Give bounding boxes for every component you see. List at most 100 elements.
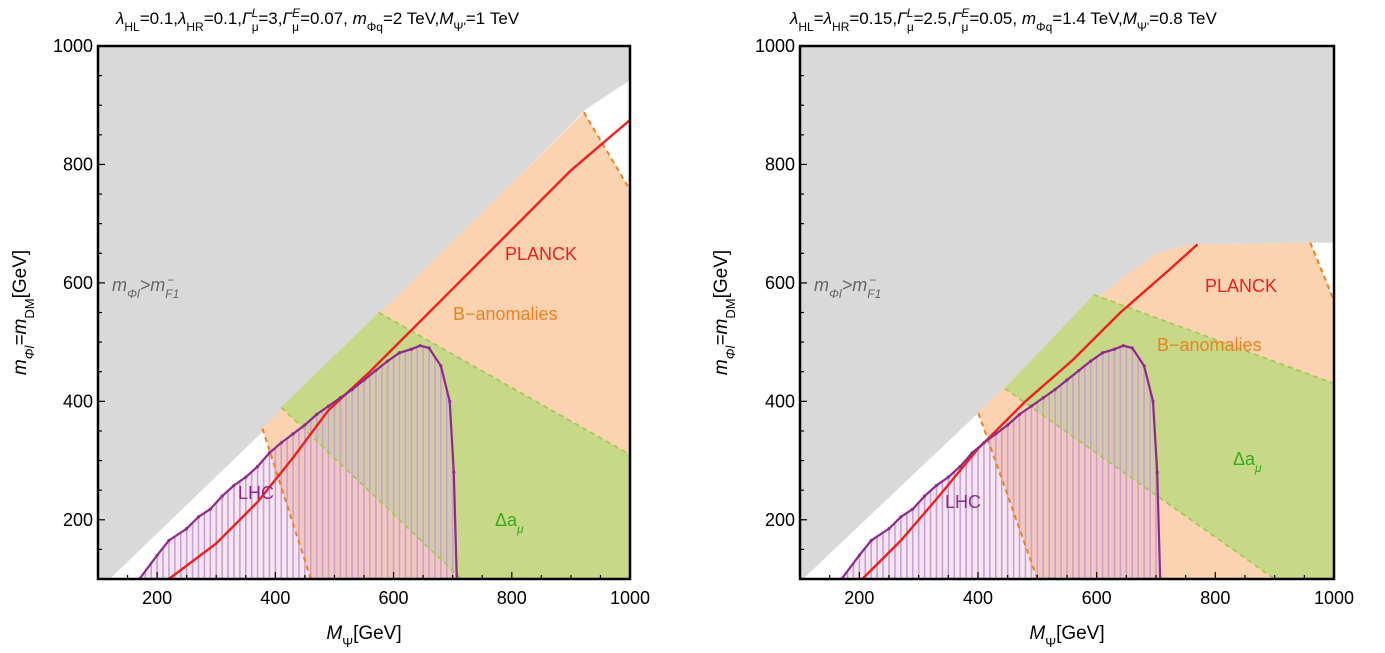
- lhc-point: [1065, 378, 1069, 382]
- lhc-point: [958, 464, 962, 469]
- y-tick-label: 200: [765, 510, 795, 530]
- lhc-point: [1142, 364, 1146, 368]
- damu-label: Δaμ: [1233, 449, 1262, 475]
- y-tick-label: 200: [63, 510, 93, 530]
- lhc-point: [326, 404, 331, 408]
- lhc-point: [1017, 412, 1022, 416]
- damu-upper-boundary: [378, 311, 630, 456]
- lhc-point: [439, 364, 443, 368]
- lhc-point: [427, 346, 431, 350]
- lhc-point: [315, 412, 319, 416]
- plot-area: [98, 46, 630, 579]
- lhc-point: [338, 396, 342, 400]
- y-tick-label: 600: [765, 273, 795, 293]
- lhc-label: LHC: [238, 483, 274, 503]
- y-tick-label: 600: [63, 273, 93, 293]
- lhc-point: [887, 527, 891, 531]
- excluded-region: [800, 46, 1334, 579]
- lhc-point: [267, 451, 272, 455]
- lhc-point: [934, 483, 939, 488]
- lhc-point: [982, 441, 986, 445]
- damu-lower-boundary: [280, 406, 463, 579]
- y-tick-label: 1000: [755, 36, 795, 56]
- planck-label: PLANCK: [505, 244, 577, 264]
- lhc-point: [386, 359, 390, 363]
- lhc-point: [362, 378, 366, 382]
- plot-area: [800, 46, 1334, 579]
- excluded-region-label: mΦl>mF1−: [814, 273, 881, 301]
- x-axis-label: MΨ[GeV]: [326, 623, 401, 650]
- lhc-point: [196, 515, 201, 519]
- lhc-point: [1112, 347, 1117, 351]
- lhc-label: LHC: [945, 492, 981, 512]
- lhc-point: [448, 399, 452, 403]
- damu-region: [281, 312, 630, 579]
- lhc-point: [899, 515, 903, 519]
- banomalies-label: B−anomalies: [1157, 335, 1262, 355]
- banomaly-upper-boundary: [1309, 242, 1334, 302]
- lhc-point: [291, 432, 295, 436]
- lhc-point: [279, 441, 283, 445]
- y-tick-label: 1000: [53, 36, 93, 56]
- x-tick-label: 400: [260, 588, 290, 608]
- damu-upper-boundary: [1093, 293, 1334, 385]
- y-tick-label: 800: [63, 154, 93, 174]
- lhc-point: [1121, 344, 1125, 348]
- x-tick-label: 1000: [1314, 588, 1354, 608]
- lhc-point: [452, 470, 456, 474]
- planck-label: PLANCK: [1205, 276, 1277, 296]
- lhc-point: [418, 344, 422, 348]
- lhc-point: [1053, 387, 1057, 392]
- y-tick-label: 400: [63, 391, 93, 411]
- lhc-point: [374, 368, 378, 373]
- x-tick-label: 600: [1082, 588, 1112, 608]
- lhc-point: [923, 494, 927, 498]
- y-axis-label: mΦl=mDM[GeV]: [711, 250, 738, 375]
- x-tick-label: 200: [844, 588, 874, 608]
- y-tick-label: 400: [765, 391, 795, 411]
- x-tick-label: 400: [963, 588, 993, 608]
- chart-panel-1: 200 400 600 800 1000 200 400 600 800 1000 λHL=0.1,…: [10, 6, 650, 650]
- lhc-point: [232, 483, 236, 488]
- chart-title: λHL=0.1,λHR=0.1,ΓμL=3,ΓμE=0.07, mΦq=2 Te…: [115, 6, 520, 34]
- planck-curve: [168, 119, 630, 579]
- lhc-point: [1029, 404, 1033, 408]
- lhc-point: [946, 475, 950, 479]
- damu-lower-boundary: [1004, 387, 1276, 579]
- x-tick-label: 800: [497, 588, 527, 608]
- excluded-region-label: mΦl>mF1−: [112, 273, 179, 301]
- chart-title: λHL=λHR=0.15,ΓμL=2.5,ΓμE=0.05, mΦq=1.4 T…: [789, 6, 1217, 34]
- x-tick-label: 1000: [610, 588, 650, 608]
- y-tick-label: 800: [765, 154, 795, 174]
- lhc-point: [869, 538, 873, 543]
- lhc-point: [1130, 346, 1134, 350]
- x-tick-label: 200: [142, 588, 172, 608]
- lhc-point: [1089, 359, 1093, 363]
- planck-curve: [861, 243, 1199, 579]
- lhc-point: [1041, 396, 1045, 400]
- lhc-point: [1006, 423, 1010, 427]
- x-tick-label: 800: [1200, 588, 1230, 608]
- lhc-region: [841, 345, 1161, 579]
- chart-panel-2: 200 400 600 800 10002004006008001000λHL=λHR=…: [711, 6, 1354, 650]
- lhc-point: [994, 432, 998, 436]
- lhc-point: [256, 464, 260, 469]
- lhc-point: [1151, 399, 1155, 403]
- banomalies-label: B−anomalies: [453, 304, 558, 324]
- lhc-point: [155, 553, 159, 557]
- damu-region: [1004, 294, 1334, 579]
- x-tick-label: 600: [379, 588, 409, 608]
- lhc-point: [1101, 351, 1105, 355]
- lhc-point: [911, 507, 915, 511]
- lhc-point: [857, 553, 861, 557]
- excluded-region: [98, 46, 630, 579]
- lhc-point: [208, 507, 212, 511]
- lhc-point: [303, 423, 307, 427]
- lhc-point: [1155, 470, 1159, 474]
- x-axis-label: MΨ[GeV]: [1029, 623, 1104, 650]
- banomaly-upper-boundary: [583, 111, 630, 191]
- lhc-point: [167, 538, 171, 543]
- lhc-point: [409, 347, 413, 351]
- damu-label: Δaμ: [495, 510, 524, 536]
